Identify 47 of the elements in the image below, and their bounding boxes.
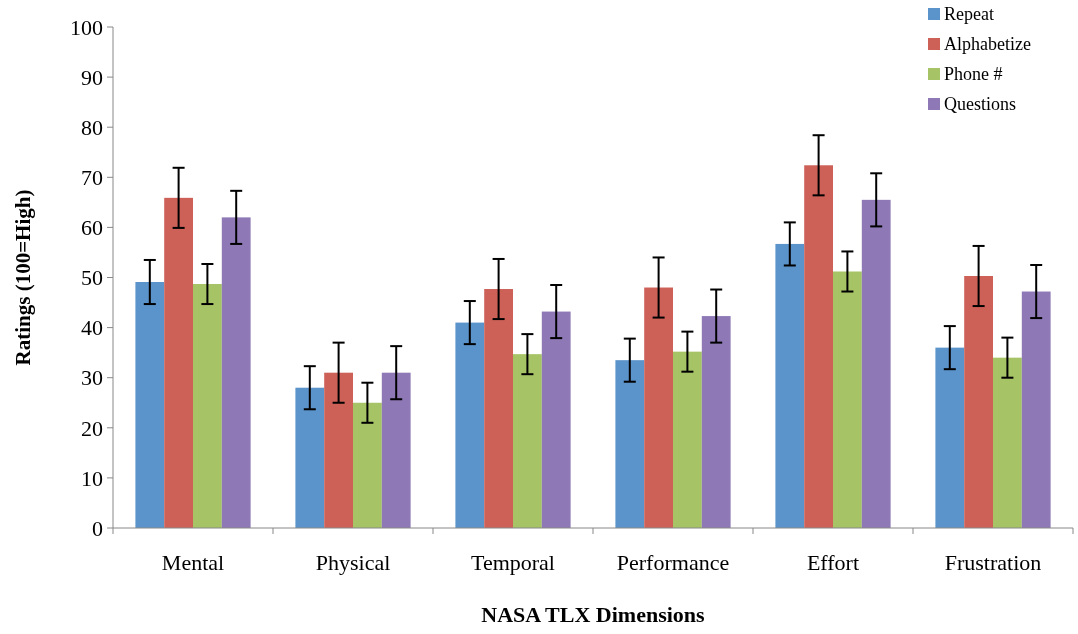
x-tick-label: Physical (315, 550, 391, 575)
bar (1021, 291, 1051, 528)
bar (135, 282, 165, 528)
bar (381, 372, 411, 528)
y-tick-label: 0 (92, 515, 103, 541)
x-axis-title: NASA TLX Dimensions (481, 602, 706, 627)
bar (513, 354, 542, 528)
bar (861, 199, 891, 528)
legend-label: Phone # (944, 64, 1003, 85)
y-tick-label: 80 (81, 114, 103, 140)
bar (993, 357, 1022, 528)
legend-label: Repeat (944, 4, 994, 25)
bar (615, 360, 645, 528)
x-tick-label: Effort (806, 550, 860, 575)
y-tick-label: 40 (81, 315, 103, 341)
y-tick-label: 10 (81, 465, 103, 491)
bar (644, 287, 673, 528)
bar (541, 311, 571, 528)
y-tick-label: 60 (81, 215, 103, 241)
bar (295, 387, 325, 528)
bar (964, 276, 993, 528)
legend-label: Alphabetize (944, 34, 1031, 55)
y-tick-label: 90 (81, 64, 103, 90)
bar (353, 402, 382, 528)
x-tick-label: Performance (616, 550, 730, 575)
y-tick-label: 30 (81, 365, 103, 391)
x-tick-label: Frustration (944, 550, 1042, 575)
y-tick-label: 70 (81, 165, 103, 190)
bar (701, 316, 731, 528)
bar (484, 289, 513, 528)
bar (833, 271, 862, 528)
bar (935, 347, 965, 528)
bar (673, 351, 702, 528)
y-tick-label: 20 (81, 415, 103, 441)
bar (324, 372, 353, 528)
x-tick-label: Temporal (471, 550, 555, 575)
bar (164, 197, 193, 528)
y-tick-label: 50 (81, 265, 103, 291)
y-tick-label: 100 (70, 14, 103, 40)
bar (775, 243, 805, 528)
bar (804, 165, 833, 528)
x-tick-label: Mental (161, 550, 225, 575)
bar (221, 217, 251, 528)
legend-label: Questions (944, 94, 1016, 115)
bar (455, 322, 485, 528)
y-axis-title: Ratings (100=High) (11, 189, 35, 366)
bar (193, 284, 222, 528)
